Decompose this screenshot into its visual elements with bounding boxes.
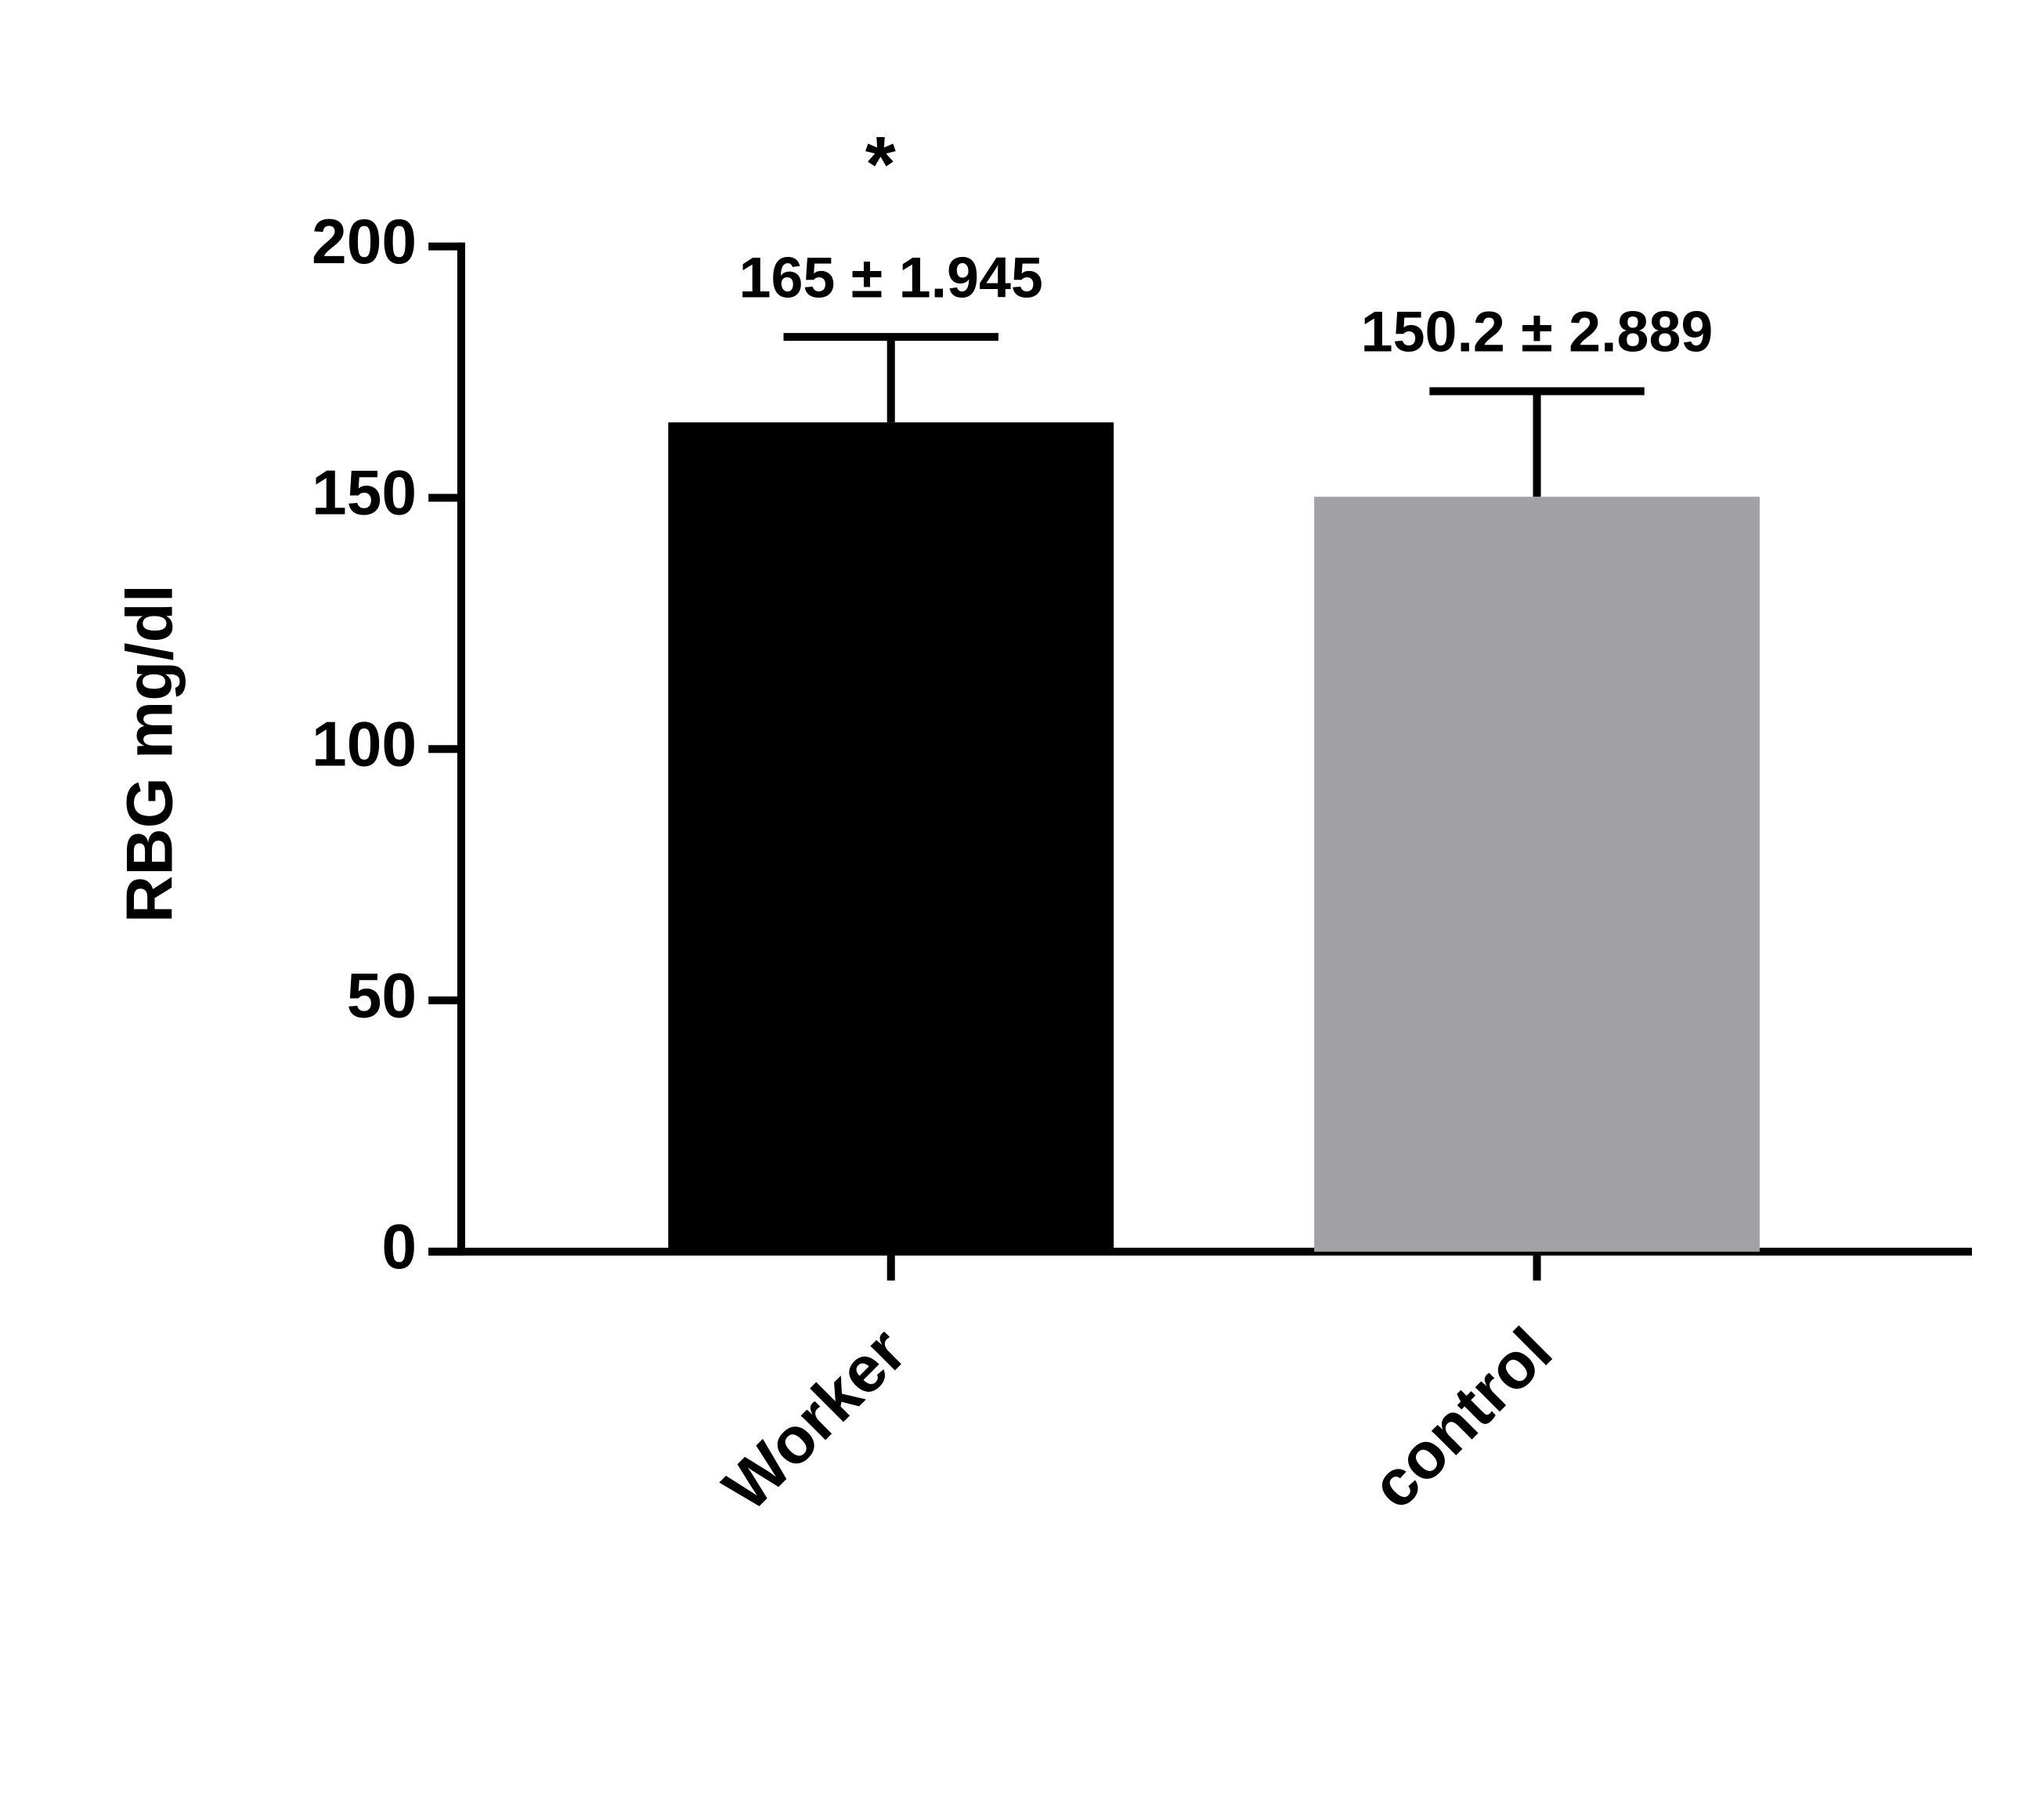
value-label: 165 ± 1.945	[739, 244, 1043, 309]
x-tick-label: Worker	[709, 1314, 919, 1524]
y-tick-label: 200	[312, 207, 417, 277]
y-tick-label: 0	[381, 1212, 417, 1282]
x-tick-label: control	[1356, 1314, 1566, 1523]
bar	[1314, 497, 1760, 1252]
y-axis-label: RBG mg/dl	[113, 584, 186, 923]
annotation: *	[865, 121, 896, 208]
bar	[668, 422, 1114, 1252]
value-label: 150.2 ± 2.889	[1361, 299, 1714, 364]
y-tick-label: 150	[312, 458, 417, 529]
y-tick-label: 100	[312, 709, 417, 779]
y-tick-label: 50	[347, 960, 417, 1031]
